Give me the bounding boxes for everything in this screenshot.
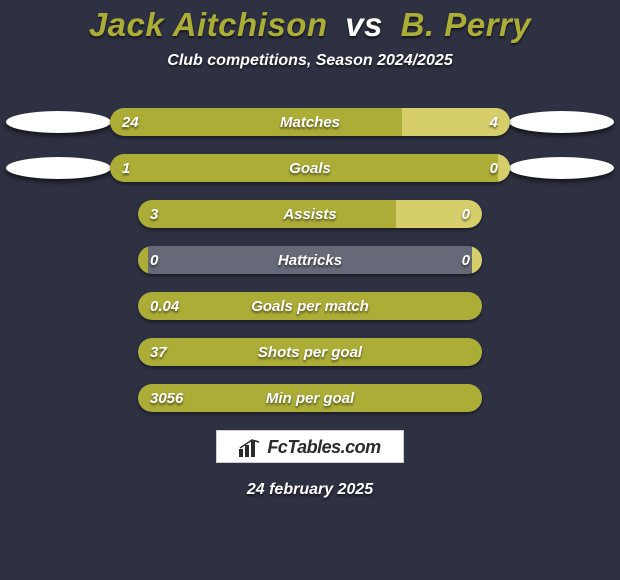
stat-row: 37Shots per goal <box>0 338 620 366</box>
title-player-left: Jack Aitchison <box>89 6 328 44</box>
watermark-box: FcTables.com <box>216 430 403 463</box>
page-title: Jack Aitchison vs B. Perry <box>0 0 620 44</box>
stat-row: 0.04Goals per match <box>0 292 620 320</box>
stat-bar: 244Matches <box>110 108 510 136</box>
stat-label: Min per goal <box>138 384 482 412</box>
stat-row: 10Goals <box>0 154 620 182</box>
chart-bars-icon <box>239 439 261 457</box>
stat-row: 3056Min per goal <box>0 384 620 412</box>
stat-rows: 244Matches 10Goals 30Assists 00Hattricks 0.0… <box>0 108 620 412</box>
stat-row: 244Matches <box>0 108 620 136</box>
stat-bar: 0.04Goals per match <box>138 292 482 320</box>
stat-label: Shots per goal <box>138 338 482 366</box>
player-badge-left <box>6 111 111 133</box>
stat-bar: 30Assists <box>138 200 482 228</box>
stat-bar: 3056Min per goal <box>138 384 482 412</box>
stat-label: Assists <box>138 200 482 228</box>
watermark-text: FcTables.com <box>267 437 380 458</box>
date-text: 24 february 2025 <box>247 481 373 498</box>
stat-bar: 37Shots per goal <box>138 338 482 366</box>
stat-row: 30Assists <box>0 200 620 228</box>
comparison-card: Jack Aitchison vs B. Perry Club competit… <box>0 0 620 580</box>
player-badge-right <box>509 111 614 133</box>
player-badge-left <box>6 157 111 179</box>
watermark: FcTables.com <box>0 430 620 463</box>
date: 24 february 2025 <box>0 481 620 499</box>
subtitle: Club competitions, Season 2024/2025 <box>0 52 620 70</box>
stat-label: Matches <box>110 108 510 136</box>
stat-label: Hattricks <box>138 246 482 274</box>
subtitle-text: Club competitions, Season 2024/2025 <box>167 52 452 69</box>
stat-label: Goals <box>110 154 510 182</box>
stat-row: 00Hattricks <box>0 246 620 274</box>
title-vs: vs <box>345 6 383 44</box>
stat-bar: 10Goals <box>110 154 510 182</box>
stat-label: Goals per match <box>138 292 482 320</box>
player-badge-right <box>509 157 614 179</box>
stat-bar: 00Hattricks <box>138 246 482 274</box>
title-player-right: B. Perry <box>401 6 532 44</box>
